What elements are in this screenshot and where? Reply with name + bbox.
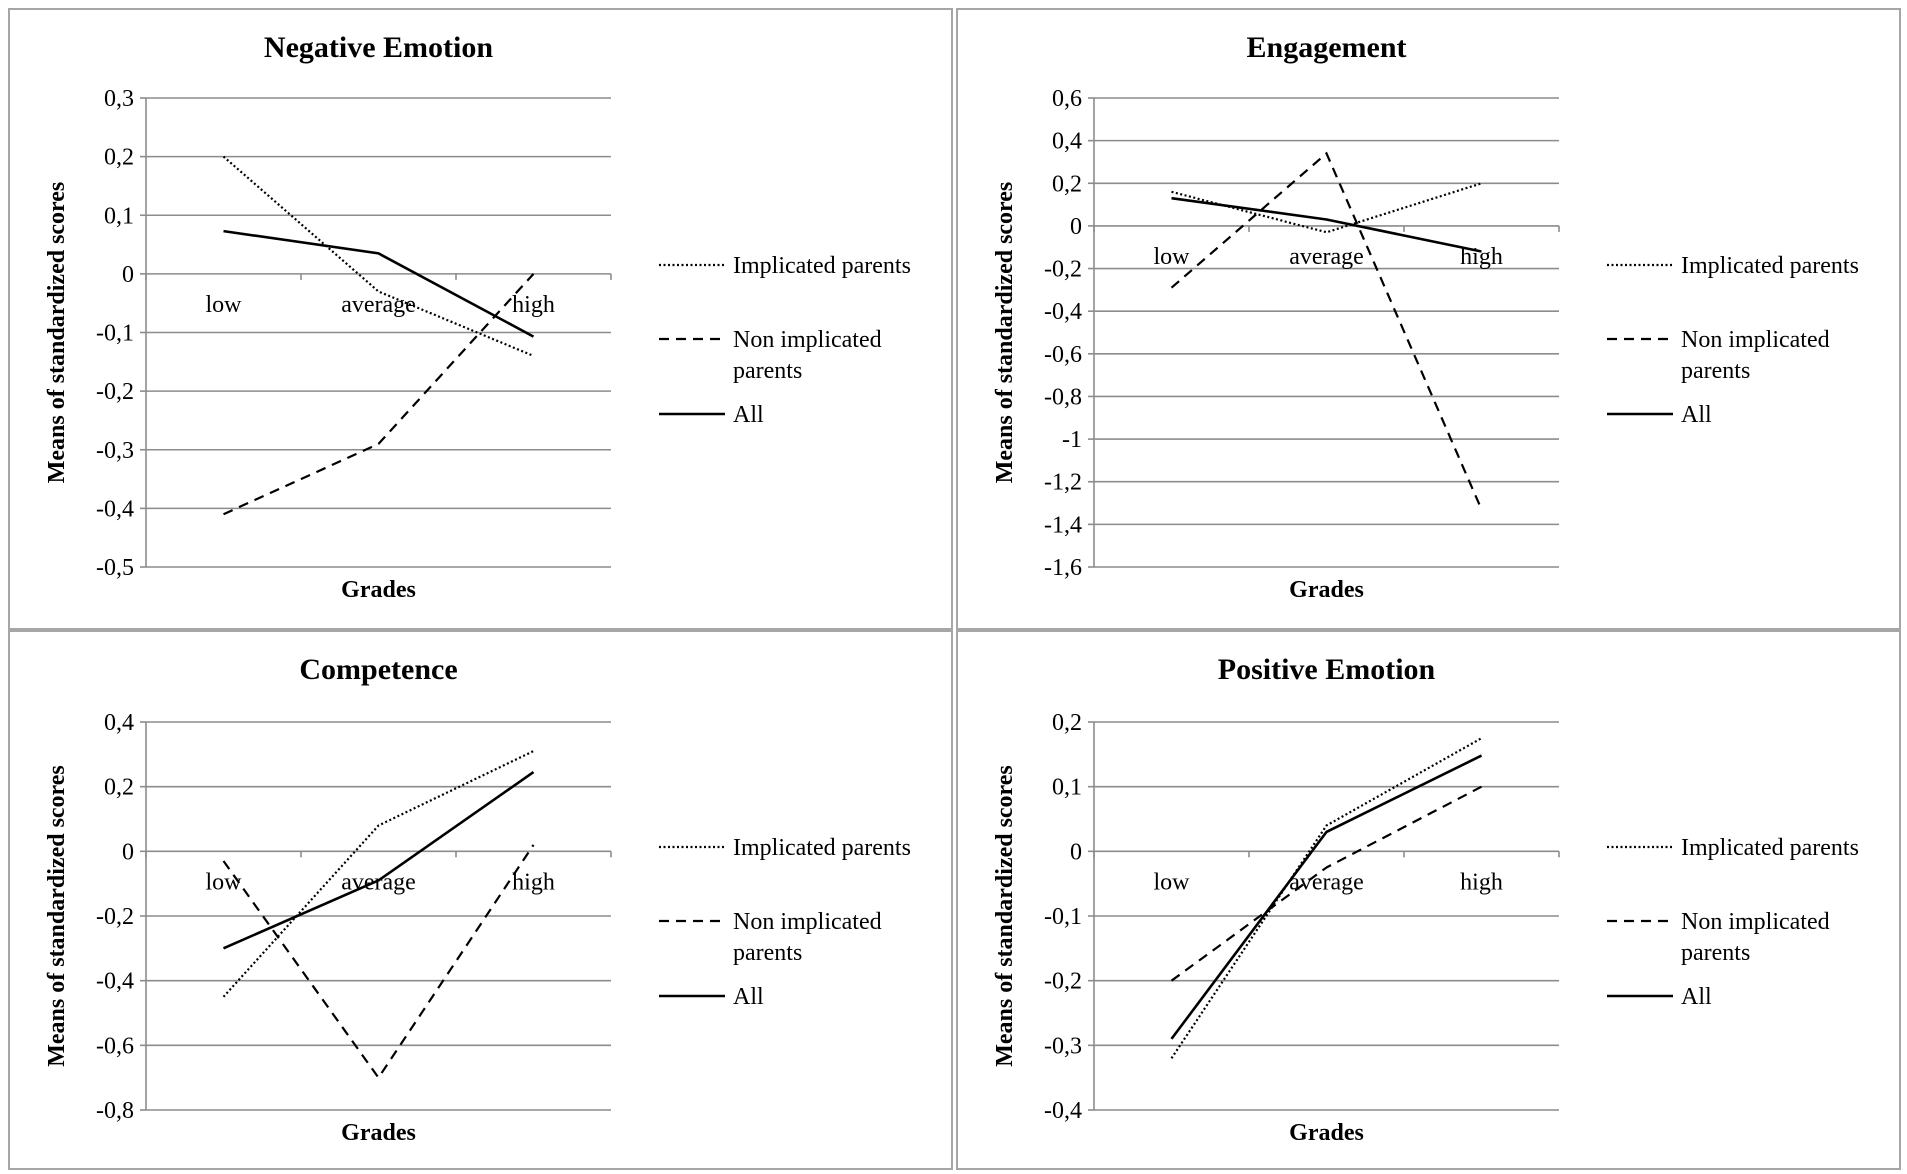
y-tick-label: -0,2 [96,379,134,405]
y-tick-label: 0 [122,262,134,288]
legend-label: Non implicated [733,909,882,935]
y-tick-label: -0,8 [1044,384,1082,410]
y-tick-label: 0,1 [104,203,134,229]
series-line-dashed [222,844,535,1080]
y-tick-label: -0,4 [1044,1098,1082,1124]
chart-title: Negative Emotion [264,31,493,64]
x-category-label: low [1154,244,1191,270]
y-tick-label: -0,3 [1044,1033,1082,1059]
y-tick-label: 0 [1070,839,1082,865]
series-line-dashed [1170,151,1483,510]
legend-label: Non implicated [1681,327,1830,353]
series-line-dashed [223,273,535,516]
y-tick-label: -0,5 [96,555,134,581]
panel-competence: Competence 0,4 0,2 0 -0,2 -0,4 -0,6 -0,8 low aver… [8,630,953,1170]
y-tick-label: -1,2 [1044,470,1082,496]
x-category-label: low [206,869,243,895]
legend-label: Implicated parents [1681,253,1859,279]
panel-positive-emotion: Positive Emotion 0,2 0,1 0 -0,1 -0,2 -0,3 -0,4 l… [956,630,1901,1170]
y-tick-label: -0,1 [96,321,134,347]
panel-engagement: Engagement 0,6 0,4 0,2 0 -0,2 -0,4 -0,6 -0,8 -1 -1… [956,8,1901,630]
x-category-label: average [341,292,416,318]
legend-label: All [733,984,764,1010]
y-tick-label: -0,2 [1044,257,1082,283]
chart-negative-emotion: Negative Emotion 0,3 0,2 0,1 0 -0,1 -0,2 -0,3 -0… [44,31,911,603]
series-line-solid [1171,196,1482,253]
y-tick-label: -0,6 [96,1033,134,1059]
series-line-dotted [222,155,534,357]
chart-title: Competence [299,653,457,686]
legend-label: Implicated parents [733,253,911,279]
series-line-solid [223,229,535,338]
y-tick-label: -0,2 [1044,969,1082,995]
legend-label: parents [733,358,802,384]
y-axis-title: Means of standardized scores [992,182,1018,484]
y-tick-label: 0,2 [104,145,134,171]
y-axis-title: Means of standardized scores [44,765,70,1067]
x-category-label: average [1289,869,1364,895]
y-tick-label: 0 [1070,214,1082,240]
legend-label: All [1681,402,1712,428]
series-line-dotted [222,750,534,998]
chart-title: Engagement [1247,31,1407,64]
chart-positive-emotion: Positive Emotion 0,2 0,1 0 -0,1 -0,2 -0,3 -0,4 l… [992,653,1859,1146]
x-category-label: high [1460,869,1503,895]
chart-engagement: Engagement 0,6 0,4 0,2 0 -0,2 -0,4 -0,6 -0,8 -1 -1… [992,31,1859,603]
legend-label: Implicated parents [1681,835,1859,861]
x-category-label: high [512,292,555,318]
y-axis-title: Means of standardized scores [992,765,1018,1067]
y-tick-label: -0,6 [1044,342,1082,368]
y-tick-label: -0,4 [1044,299,1082,325]
legend-label: Non implicated [733,327,882,353]
legend-label: parents [1681,358,1750,384]
x-category-label: low [206,292,243,318]
y-tick-label: -1,4 [1044,512,1082,538]
x-axis-title: Grades [1289,1120,1364,1146]
y-tick-label: 0,2 [1052,710,1082,736]
y-axis-title: Means of standardized scores [44,182,70,484]
legend-label: Implicated parents [733,835,911,861]
y-tick-label: -0,4 [96,496,134,522]
panel-negative-emotion: Negative Emotion 0,3 0,2 0,1 0 -0,1 -0,2 -0,3 -0… [8,8,953,630]
y-tick-label: 0,1 [1052,775,1082,801]
x-category-label: average [1289,244,1364,270]
y-tick-label: -1,6 [1044,555,1082,581]
x-axis-title: Grades [1289,577,1364,603]
legend-label: All [1681,984,1712,1010]
x-axis-title: Grades [341,1120,416,1146]
legend-label: parents [1681,940,1750,966]
y-tick-label: 0,2 [1052,171,1082,197]
series-line-solid [222,771,535,950]
y-tick-label: -0,3 [96,438,134,464]
y-tick-label: -0,8 [96,1098,134,1124]
y-tick-label: 0 [122,839,134,865]
y-tick-label: -0,2 [96,904,134,930]
series-line-dotted [1171,182,1482,234]
x-category-label: low [1154,869,1191,895]
series-line-dotted [1170,737,1483,1059]
y-tick-label: 0,4 [104,710,134,736]
x-category-label: high [512,869,555,895]
legend-label: Non implicated [1681,909,1830,935]
x-axis-title: Grades [341,577,416,603]
y-tick-label: 0,4 [1052,129,1082,155]
legend-label: parents [733,940,802,966]
chart-title: Positive Emotion [1218,653,1436,686]
y-tick-label: 0,6 [1052,86,1082,112]
y-tick-label: 0,2 [104,775,134,801]
series-line-solid [1170,754,1483,1040]
y-tick-label: -0,4 [96,969,134,995]
y-tick-label: -0,1 [1044,904,1082,930]
y-tick-label: 0,3 [104,86,134,112]
y-tick-label: -1 [1062,427,1082,453]
legend-label: All [733,402,764,428]
